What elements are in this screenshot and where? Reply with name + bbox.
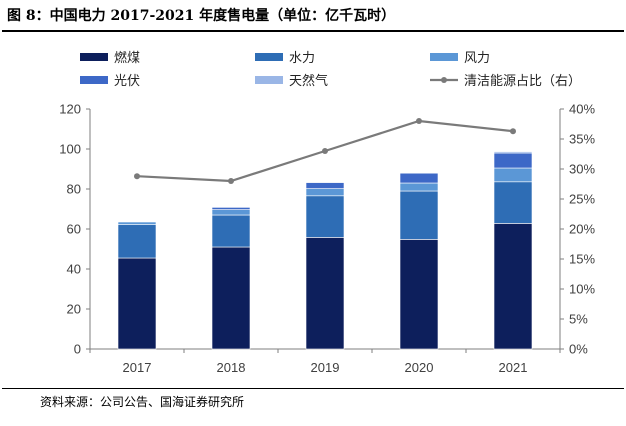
line-point [510,128,516,135]
line-point [134,173,140,180]
legend-swatch [255,76,283,84]
legend-label: 水力 [289,51,315,66]
bar-segment [493,151,533,154]
bar-segment [211,246,251,350]
x-tick-label: 2020 [405,360,434,375]
line-point [416,118,422,124]
y-right-tick-label: 35% [569,132,595,147]
legend-label: 清洁能源占比（右） [464,74,581,89]
y-right-tick-label: 20% [569,222,595,237]
x-tick-label: 2017 [123,360,152,375]
y-right-tick-label: 15% [569,252,595,267]
bar-segment [493,223,533,350]
source-note: 资料来源：公司公告、国海证券研究所 [40,395,245,409]
legend-marker [441,77,447,83]
y-left-tick-label: 80 [67,182,81,197]
bar-segment [493,181,533,224]
legend-label: 天然气 [289,73,328,89]
bar-segment [305,188,345,197]
y-right-tick-label: 0% [569,342,588,357]
line-point [322,148,328,154]
bar-segment [117,224,157,259]
footer-rule [2,388,624,389]
legend-swatch [430,53,458,61]
bar-segment [493,167,533,183]
bar-segment [117,221,157,225]
y-left-tick-label: 0 [74,342,81,357]
y-right-tick-label: 40% [569,102,595,117]
title-rule [2,30,624,32]
bar-segment [305,195,345,238]
y-right-tick-label: 10% [569,282,595,297]
legend-swatch [80,53,108,61]
legend-swatch [80,76,108,84]
bar-segment [399,239,439,350]
x-tick-label: 2018 [217,360,246,375]
y-left-tick-label: 100 [59,142,81,157]
legend-label: 光伏 [114,74,140,89]
bar-segment [305,237,345,350]
legend-label: 风力 [464,51,490,66]
bar-segment [399,190,439,240]
legend-label: 燃煤 [114,50,140,66]
bar-segment [211,209,251,216]
y-left-tick-label: 40 [67,262,81,277]
line-point [228,178,234,184]
y-left-tick-label: 20 [67,302,81,317]
y-right-tick-label: 5% [569,312,588,327]
x-tick-label: 2021 [499,360,528,375]
bar-segment [305,182,345,189]
y-right-tick-label: 30% [569,162,595,177]
y-left-tick-label: 60 [67,222,81,237]
bar-segment [211,207,251,210]
x-tick-label: 2019 [311,360,340,375]
bar-segment [399,172,439,184]
bar-segment [493,152,533,169]
y-right-tick-label: 25% [569,192,595,207]
legend-swatch [255,53,283,61]
bar-segment [211,214,251,248]
bar-segment [399,182,439,192]
y-left-tick-label: 120 [59,102,81,117]
chart-title: 图 8：中国电力 2017-2021 年度售电量（单位：亿千瓦时） [7,8,396,24]
bar-segment [117,257,157,350]
